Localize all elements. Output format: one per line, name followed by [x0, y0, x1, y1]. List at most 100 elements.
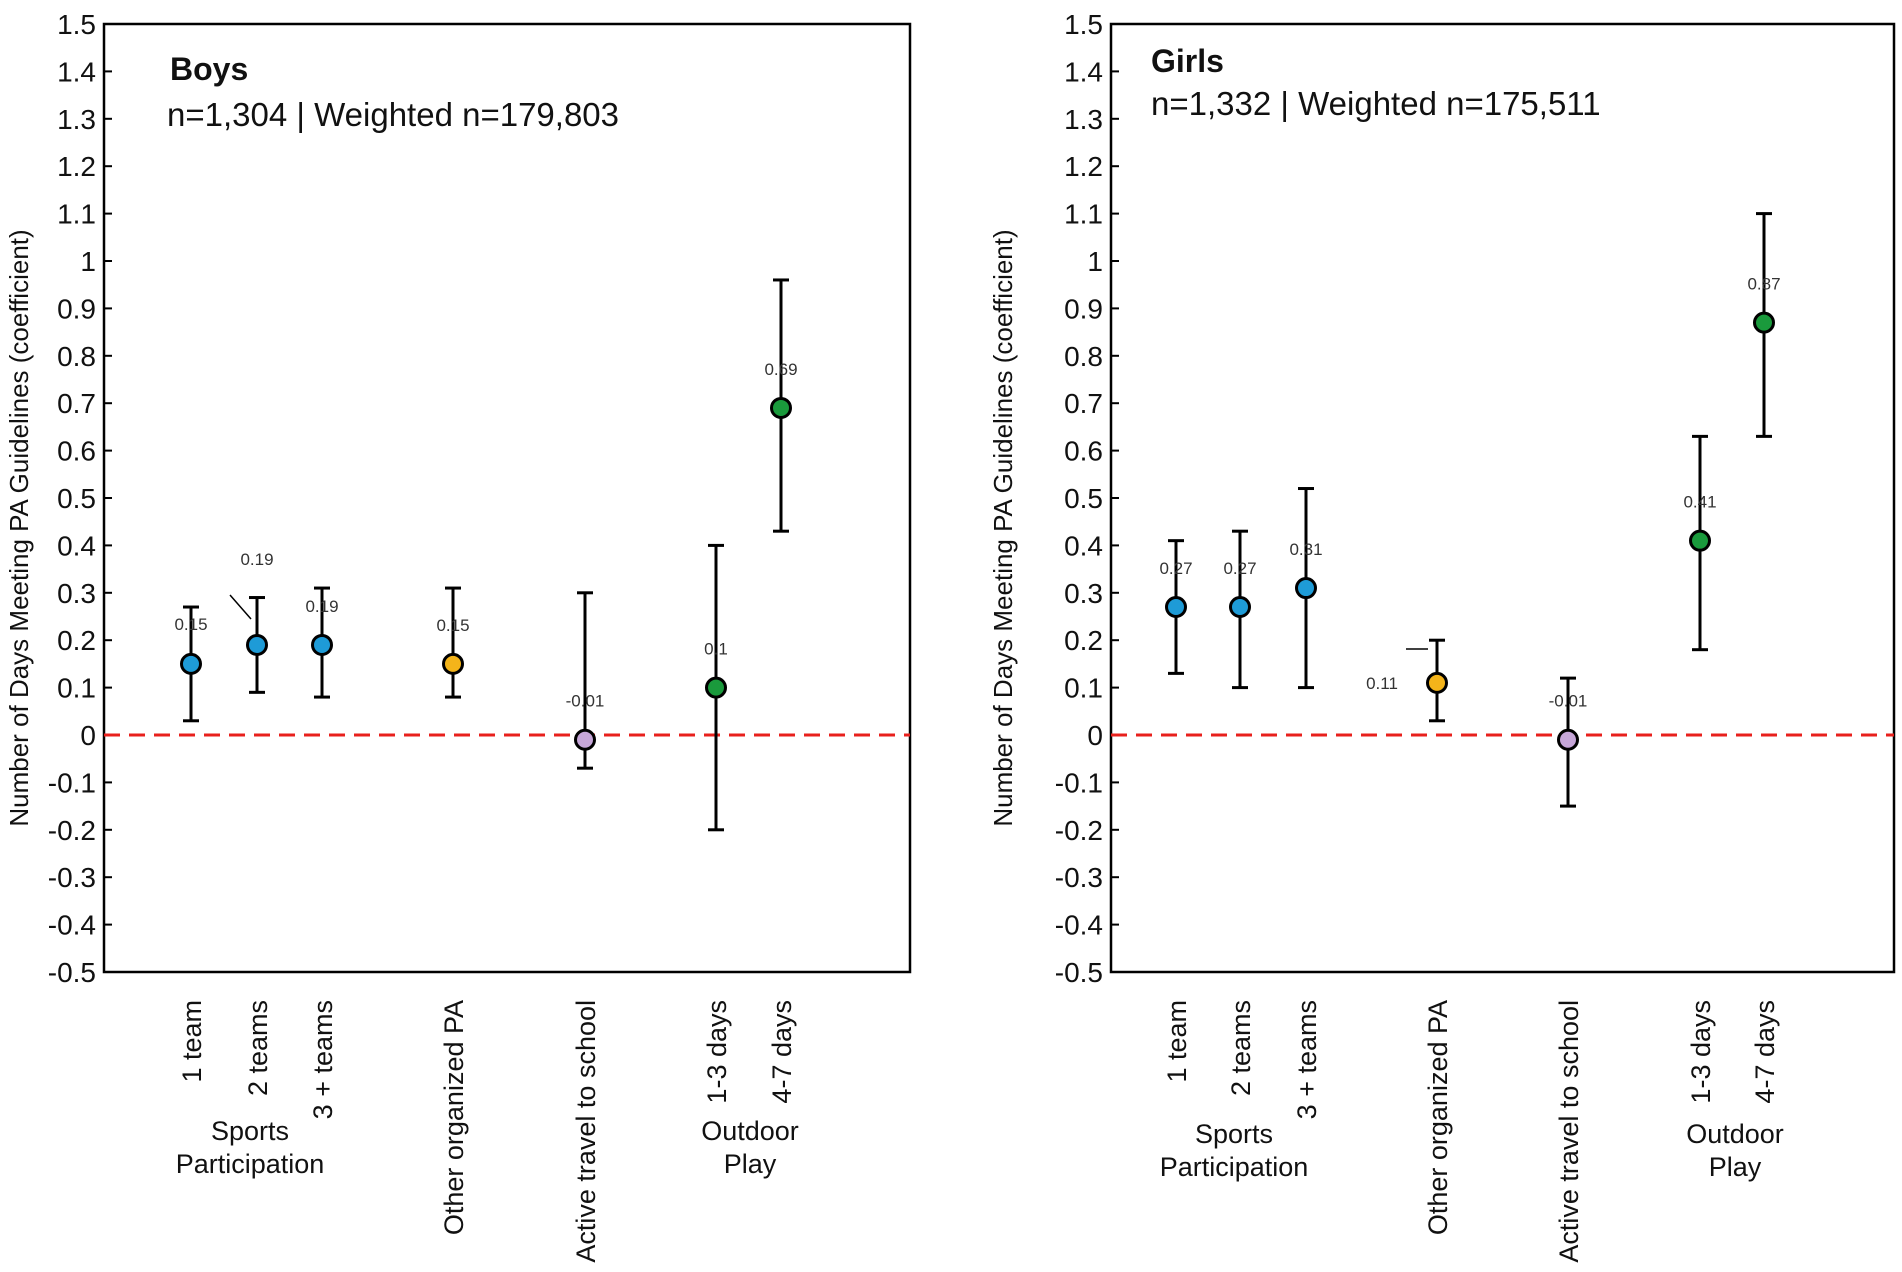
plot-frame — [1109, 22, 1896, 974]
y-tick-label: 0.4 — [1064, 530, 1103, 561]
x-category-label: Active travel to school — [1554, 1000, 1584, 1263]
y-axis-label: Number of Days Meeting PA Guidelines (co… — [988, 229, 1018, 826]
x-category-label: Other organized PA — [439, 1000, 469, 1235]
data-point — [1557, 728, 1579, 751]
y-tick-label: 1 — [80, 246, 96, 277]
y-tick-label: 1.4 — [1064, 56, 1103, 87]
chart-subtitle: n=1,332 | Weighted n=175,511 — [1151, 85, 1601, 122]
data-point — [311, 633, 333, 656]
y-tick-label: -0.5 — [1055, 957, 1103, 988]
y-tick-label: 0.7 — [57, 388, 96, 419]
data-point — [1165, 596, 1187, 619]
y-axis-label: Number of Days Meeting PA Guidelines (co… — [4, 229, 34, 826]
x-group-label: Outdoor — [701, 1116, 799, 1146]
x-category-label: Other organized PA — [1423, 1000, 1453, 1235]
y-tick-label: 0.1 — [57, 673, 96, 704]
y-tick-label: 0.8 — [57, 341, 96, 372]
y-tick-label: 1 — [1087, 246, 1103, 277]
data-label: 0.19 — [240, 550, 273, 569]
chart-title: Girls — [1151, 43, 1224, 79]
y-tick-label: 0.6 — [1064, 436, 1103, 467]
data-label: 0.41 — [1683, 493, 1716, 512]
data-label: 0.27 — [1223, 559, 1256, 578]
data-point — [1426, 671, 1448, 694]
x-category-label: 2 teams — [1226, 1000, 1256, 1096]
x-category-label: 2 teams — [243, 1000, 273, 1096]
y-tick-label: 0.3 — [1064, 578, 1103, 609]
data-point — [1689, 529, 1711, 552]
chart-subtitle: n=1,304 | Weighted n=179,803 — [167, 96, 619, 133]
data-point — [1229, 596, 1251, 619]
y-tick-label: 0 — [80, 720, 96, 751]
y-tick-label: 0.4 — [57, 530, 96, 561]
data-point — [1295, 577, 1317, 600]
data-label: -0.01 — [566, 692, 605, 711]
data-point — [246, 633, 268, 656]
y-tick-label: 1.2 — [1064, 151, 1103, 182]
data-point — [442, 652, 464, 675]
x-group-label: Outdoor — [1686, 1119, 1784, 1149]
data-label: 0.87 — [1747, 275, 1780, 294]
x-category-label: 1 team — [177, 1000, 207, 1083]
y-tick-label: -0.3 — [48, 862, 96, 893]
y-tick-label: -0.1 — [1055, 767, 1103, 798]
x-group-label: Sports — [211, 1116, 289, 1146]
x-category-label: 4-7 days — [767, 1000, 797, 1104]
data-point — [574, 728, 596, 751]
y-tick-label: -0.2 — [1055, 815, 1103, 846]
y-tick-label: 1.5 — [1064, 9, 1103, 40]
data-point — [1753, 311, 1775, 334]
x-group-label: Play — [724, 1149, 777, 1179]
y-tick-label: 1.5 — [57, 9, 96, 40]
data-label: 0.27 — [1159, 559, 1192, 578]
y-tick-label: 0.8 — [1064, 341, 1103, 372]
y-tick-label: 0.6 — [57, 436, 96, 467]
y-tick-label: 0.5 — [1064, 483, 1103, 514]
x-category-label: 1-3 days — [702, 1000, 732, 1104]
x-category-label: 1-3 days — [1686, 1000, 1716, 1104]
y-tick-label: -0.4 — [1055, 910, 1103, 941]
data-label: -0.01 — [1549, 692, 1588, 711]
data-label: 0.19 — [305, 597, 338, 616]
data-label: 0.11 — [1366, 674, 1398, 693]
chart-panel-1: -0.5 -0.4 -0.3 -0.2 -0.1 0 0.1 0.2 0.3 0.4 0.5 0.6 0… — [4, 9, 912, 1263]
data-label: 0.31 — [1289, 540, 1322, 559]
y-tick-label: 1.4 — [57, 56, 96, 87]
y-tick-label: 1.2 — [57, 151, 96, 182]
data-label: 0.15 — [436, 616, 469, 635]
data-label: 0.15 — [174, 615, 207, 634]
data-label: 0.69 — [764, 360, 797, 379]
y-tick-label: 0.2 — [1064, 625, 1103, 656]
y-tick-label: 0.7 — [1064, 388, 1103, 419]
data-point — [705, 676, 727, 699]
x-group-label: Sports — [1195, 1119, 1273, 1149]
y-tick-label: 1.3 — [57, 104, 96, 135]
x-group-label: Participation — [1160, 1152, 1309, 1182]
plot-frame — [102, 22, 912, 974]
y-tick-label: 0.9 — [57, 293, 96, 324]
x-category-label: 3 + teams — [1292, 1000, 1322, 1119]
chart-title: Boys — [170, 51, 248, 87]
y-tick-label: -0.1 — [48, 767, 96, 798]
y-tick-label: 0.9 — [1064, 293, 1103, 324]
y-tick-label: 0 — [1087, 720, 1103, 751]
y-tick-label: 0.3 — [57, 578, 96, 609]
x-category-label: 3 + teams — [308, 1000, 338, 1119]
x-category-label: 1 team — [1162, 1000, 1192, 1083]
y-tick-label: 1.1 — [57, 199, 96, 230]
x-group-label: Play — [1709, 1152, 1762, 1182]
y-tick-label: 1.1 — [1064, 199, 1103, 230]
y-tick-label: -0.3 — [1055, 862, 1103, 893]
chart-panel-2: -0.5 -0.4 -0.3 -0.2 -0.1 0 0.1 0.2 0.3 0.4 0.5 0.6 0… — [988, 9, 1896, 1263]
x-category-label: 4-7 days — [1750, 1000, 1780, 1104]
y-tick-label: 1.3 — [1064, 104, 1103, 135]
y-tick-label: 0.5 — [57, 483, 96, 514]
y-tick-label: -0.5 — [48, 957, 96, 988]
x-category-label: Active travel to school — [571, 1000, 601, 1263]
y-tick-label: 0.1 — [1064, 673, 1103, 704]
label-leader-line — [229, 594, 252, 620]
y-tick-label: -0.4 — [48, 910, 96, 941]
data-point — [770, 396, 792, 419]
data-label: 0.1 — [704, 640, 728, 659]
